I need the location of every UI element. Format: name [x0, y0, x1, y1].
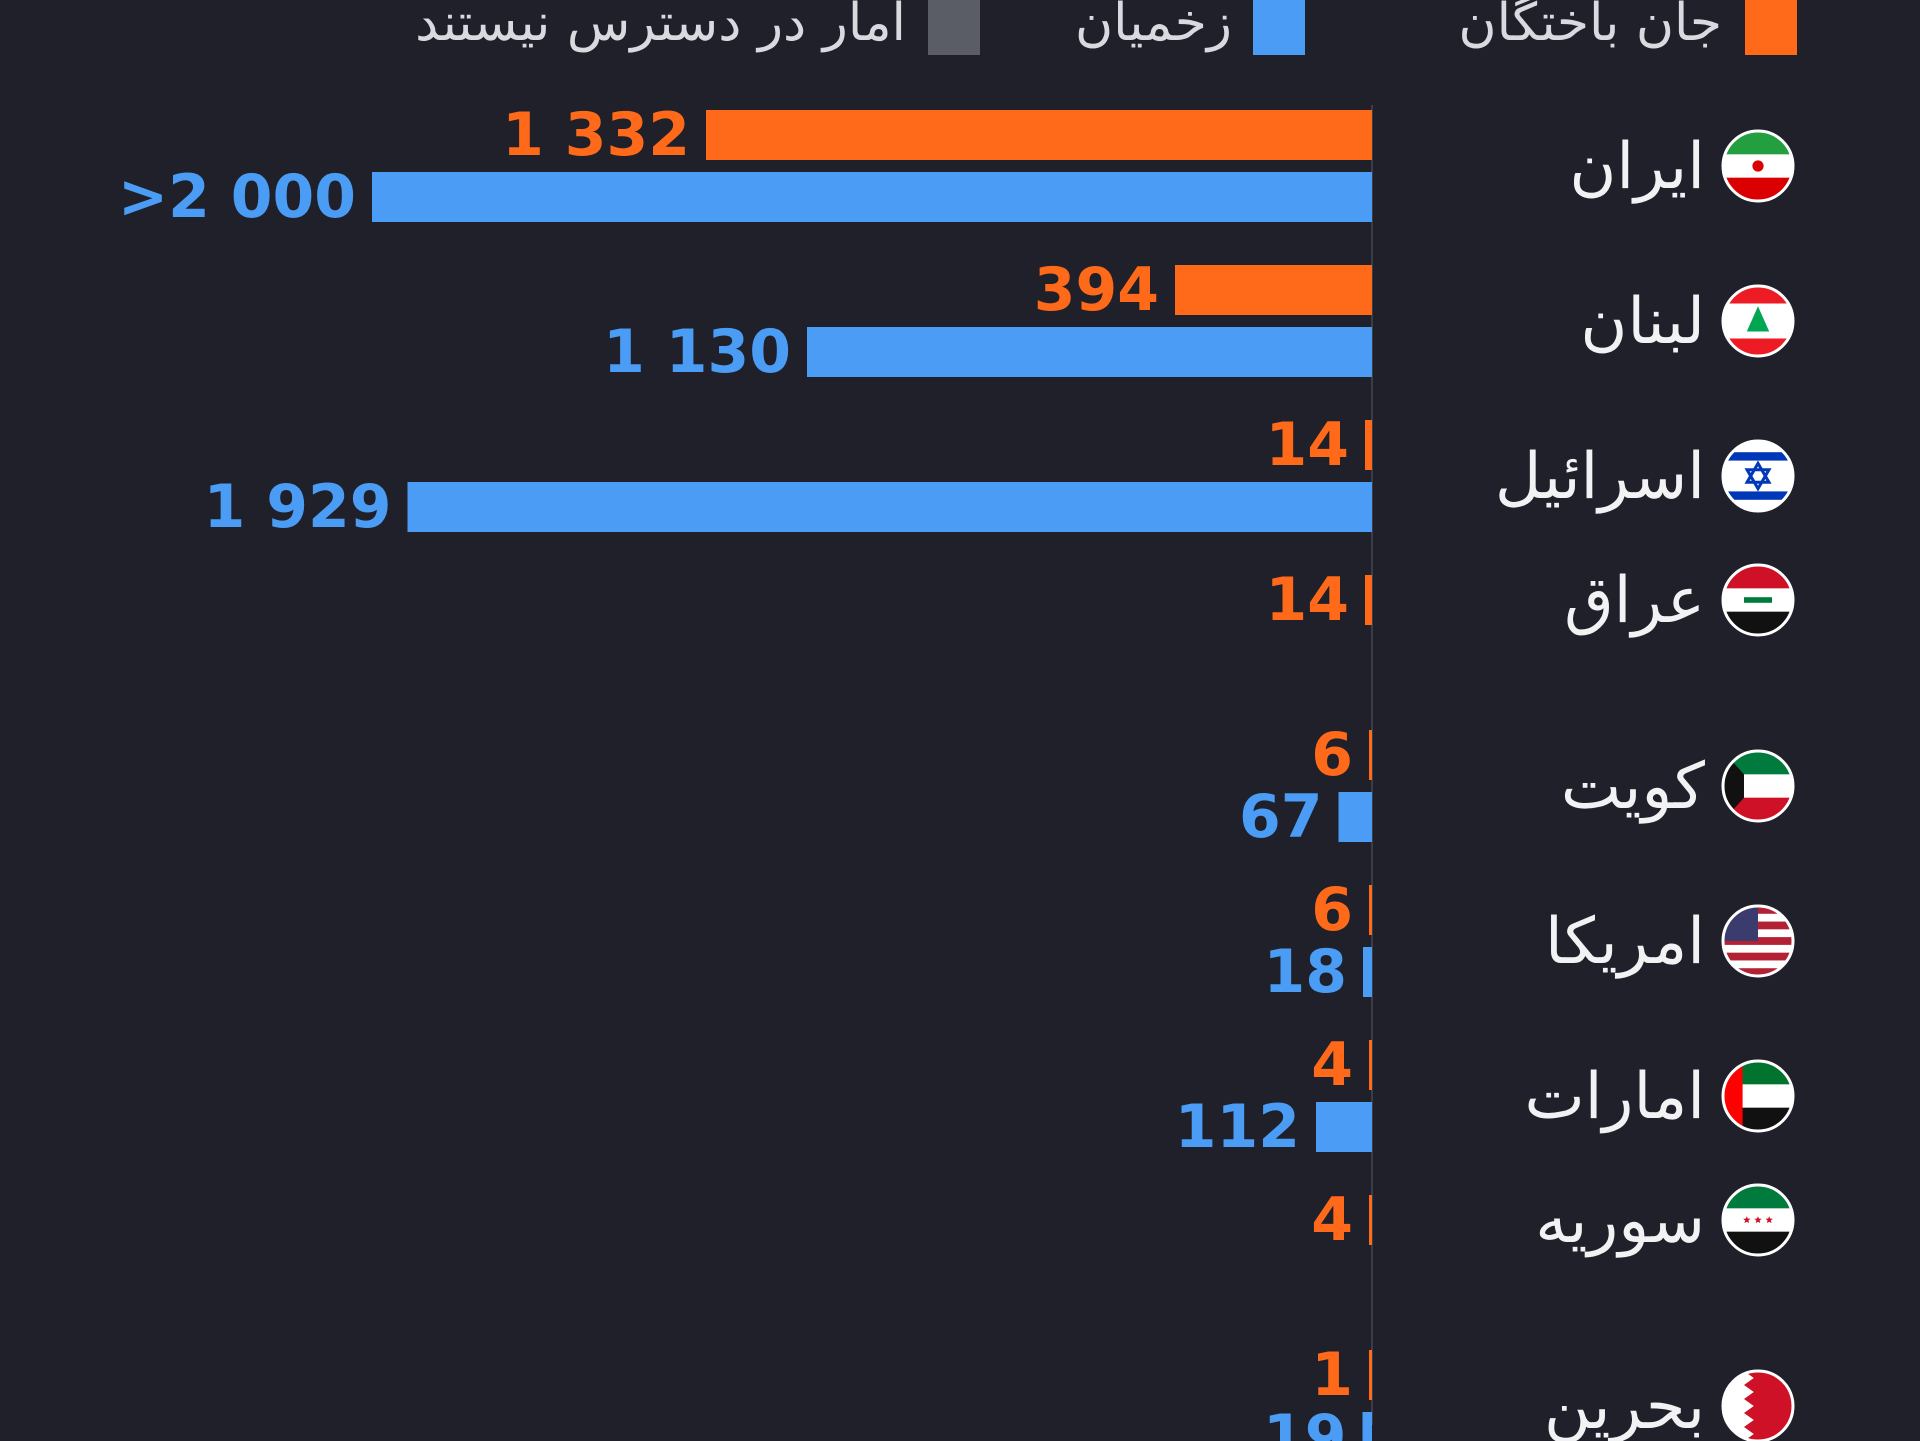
- chart-row: لبنان 394 1 130: [603, 255, 1795, 387]
- israel-flag-icon-ring: [1721, 439, 1795, 513]
- bahrain-flag-icon-ring: [1721, 1369, 1795, 1441]
- value-label-injured: 18: [1264, 937, 1348, 1007]
- chart-row: امریکا 618: [1264, 875, 1795, 1007]
- bar-killed: [1175, 265, 1372, 315]
- value-label-killed: 6: [1311, 720, 1353, 790]
- israel-flag-icon-top: [1723, 452, 1793, 461]
- israel-flag-icon-star-b: [1744, 468, 1772, 492]
- chart-row: بحرین 119: [1263, 1340, 1795, 1441]
- value-label-killed: 4: [1311, 1030, 1353, 1100]
- legend-swatch-na: [928, 0, 980, 55]
- legend-label-killed: جان باختگان: [1458, 0, 1722, 53]
- chart-row: کویت 667: [1239, 720, 1795, 852]
- iran-flag-icon-ring: [1721, 129, 1795, 203]
- bar-injured: [1338, 792, 1372, 842]
- bar-killed: [1365, 575, 1372, 625]
- country-label: امریکا: [1545, 905, 1705, 979]
- value-label-injured: 112: [1175, 1092, 1300, 1162]
- iraq-flag-icon-band: [1723, 565, 1793, 590]
- value-label-injured: 67: [1239, 782, 1323, 852]
- kuwait-flag-icon-ring: [1721, 749, 1795, 823]
- bar-killed: [1369, 1040, 1372, 1090]
- bar-killed: [1369, 730, 1372, 780]
- iraq-flag-icon-ring: [1721, 563, 1795, 637]
- country-label: بحرین: [1544, 1370, 1705, 1441]
- syria-flag-icon-star: [1765, 1216, 1773, 1224]
- syria-flag-icon-ring: [1721, 1183, 1795, 1257]
- chart-row: اسرائیل 14 1 929: [204, 410, 1795, 542]
- value-label-injured: >2 000: [118, 162, 356, 232]
- value-label-injured: 1 130: [603, 317, 791, 387]
- legend-swatch-killed: [1745, 0, 1797, 55]
- value-label-killed: 394: [1034, 255, 1159, 325]
- usa-flag-icon-stripe: [1723, 944, 1793, 954]
- chart-legend: جان باختگان زخمیان آمار در دسترس نیستند: [415, 0, 1797, 55]
- country-label: سوریه: [1535, 1184, 1705, 1258]
- bar-injured: [807, 327, 1372, 377]
- country-label: کویت: [1561, 750, 1706, 824]
- israel-flag-icon-star-a: [1744, 460, 1772, 484]
- iran-flag-icon-band: [1723, 131, 1793, 156]
- bar-injured: [1363, 947, 1372, 997]
- israel-flag-icon: [1723, 441, 1793, 511]
- usa-flag-icon-stripe: [1723, 952, 1793, 962]
- israel-flag-icon-bottom: [1723, 491, 1793, 500]
- country-label: امارات: [1525, 1060, 1706, 1134]
- syria-flag-icon-band: [1723, 1185, 1793, 1210]
- iran-flag-icon-emblem: [1752, 160, 1764, 172]
- country-label: ایران: [1569, 130, 1705, 204]
- bar-killed: [1365, 420, 1372, 470]
- legend-label-na: آمار در دسترس نیستند: [415, 0, 908, 53]
- country-label: عراق: [1564, 564, 1705, 638]
- syria-flag-icon-star: [1743, 1216, 1751, 1224]
- chart-row: سوریه 4: [1311, 1183, 1795, 1258]
- usa-flag-icon-stripe: [1723, 937, 1793, 946]
- value-label-injured: 19: [1263, 1402, 1347, 1441]
- country-label: لبنان: [1580, 285, 1705, 359]
- bar-killed: [1369, 1195, 1372, 1245]
- chart-row: ایران 1 332 >2 000: [118, 100, 1795, 232]
- bar-injured: [407, 482, 1372, 532]
- uae-flag-icon-ring: [1721, 1059, 1795, 1133]
- value-label-killed: 4: [1311, 1185, 1353, 1255]
- bar-injured: [372, 172, 1372, 222]
- bahrain-flag-icon: [1723, 1371, 1793, 1441]
- bar-injured: [1316, 1102, 1372, 1152]
- legend-label-injured: زخمیان: [1075, 0, 1232, 53]
- country-label: اسرائیل: [1495, 440, 1705, 514]
- lebanon-flag-icon-ring: [1721, 284, 1795, 358]
- bar-killed: [706, 110, 1372, 160]
- bar-killed: [1369, 885, 1372, 935]
- legend-swatch-injured: [1253, 0, 1305, 55]
- lebanon-flag-icon-cedar: [1746, 306, 1770, 332]
- bar-killed: [1369, 1350, 1372, 1400]
- bar-injured: [1362, 1412, 1372, 1441]
- usa-flag-icon-stripe: [1723, 968, 1793, 976]
- usa-flag-icon-ring: [1721, 904, 1795, 978]
- bahrain-flag-icon-serrated: [1723, 1371, 1754, 1441]
- iraq-flag-icon-script: [1744, 597, 1772, 603]
- value-label-injured: 1 929: [204, 472, 392, 542]
- usa-flag-icon-stripe: [1723, 960, 1793, 970]
- value-label-killed: 1 332: [502, 100, 690, 170]
- value-label-killed: 14: [1266, 410, 1350, 480]
- value-label-killed: 14: [1266, 565, 1350, 635]
- value-label-killed: 6: [1311, 875, 1353, 945]
- syria-flag-icon-star: [1754, 1216, 1762, 1224]
- value-label-killed: 1: [1311, 1340, 1353, 1410]
- chart-row: عراق 14: [1266, 563, 1795, 638]
